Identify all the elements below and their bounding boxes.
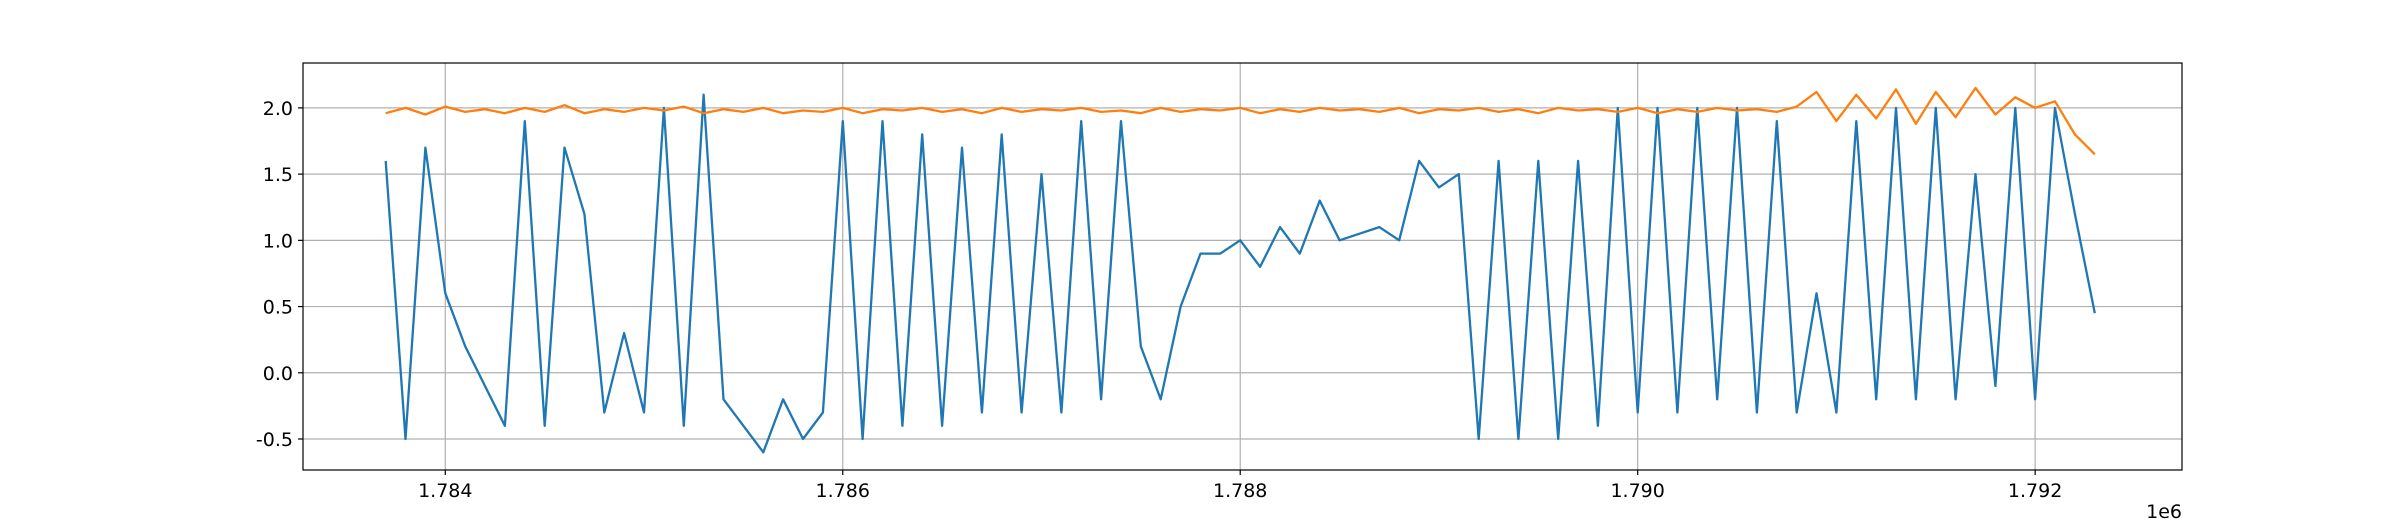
data-line [385,86,2096,156]
plot-frame [302,62,2183,471]
y-tick-label: 1.5 [263,164,293,186]
x-tick-label: 1.788 [1213,480,1267,502]
x-tick-label: 1.792 [2008,480,2062,502]
x-tick-label: 1.784 [418,480,472,502]
x-tick-label: 1.786 [816,480,870,502]
y-tick-label: 0.5 [263,297,293,319]
y-tick-label: 1.0 [263,230,293,252]
x-offset-label: 1e6 [2146,501,2182,523]
y-tick-label: 2.0 [263,98,293,120]
x-tick-label: 1.790 [1610,480,1664,502]
y-tick-label: -0.5 [256,429,293,451]
y-tick-label: 0.0 [263,363,293,385]
data-line [384,93,2096,454]
